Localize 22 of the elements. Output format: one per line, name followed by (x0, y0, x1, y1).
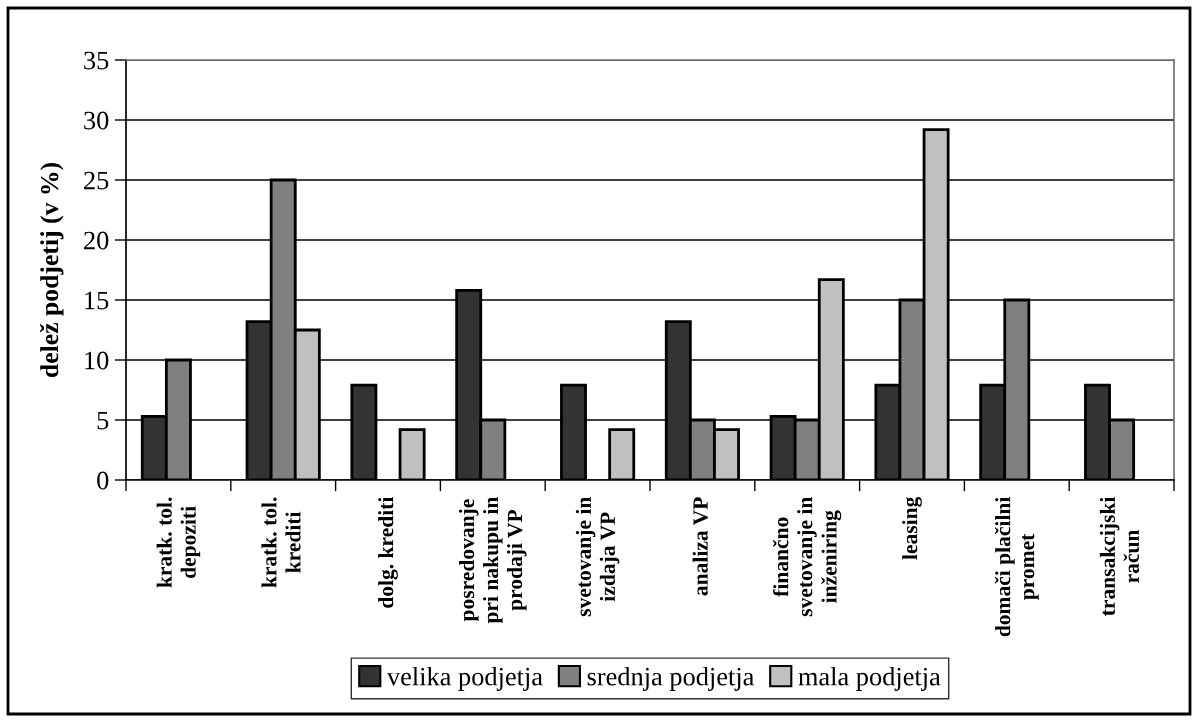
y-tick-label: 5 (97, 411, 109, 430)
y-tick-label: 30 (84, 111, 109, 130)
x-tick-label: kratk. tol. krediti (261, 497, 301, 588)
legend-label: srednja podjetja (587, 666, 754, 691)
y-tick-label: 25 (84, 171, 109, 190)
y-tick-label: 35 (84, 51, 109, 70)
x-tick-label: leasing (902, 496, 922, 560)
y-tick-label: 20 (84, 231, 109, 250)
y-tick-label: 15 (85, 291, 109, 310)
x-tick-label: kratk. tol. depoziti (156, 497, 201, 588)
legend-label: mala podjetja (798, 666, 941, 691)
x-tick-label: dolg. krediti (378, 496, 398, 608)
y-tick-label: 10 (85, 351, 109, 370)
x-tick-label: svetovanje in izdaja VP (575, 496, 620, 617)
x-tick-label: domači plačilni promet (994, 496, 1039, 637)
x-tick-label: finančno svetovanje in inženiring (772, 496, 842, 617)
y-axis-title: delež podjetij (v %) (39, 163, 64, 378)
y-tick-label: 0 (97, 471, 109, 490)
x-tick-label: posredovanje pri nakupu in prodaji VP (459, 496, 527, 624)
legend-label: velika podjetja (386, 666, 543, 691)
x-tick-label: analiza VP (692, 497, 708, 596)
x-tick-label: transakcijski račun (1099, 496, 1140, 616)
